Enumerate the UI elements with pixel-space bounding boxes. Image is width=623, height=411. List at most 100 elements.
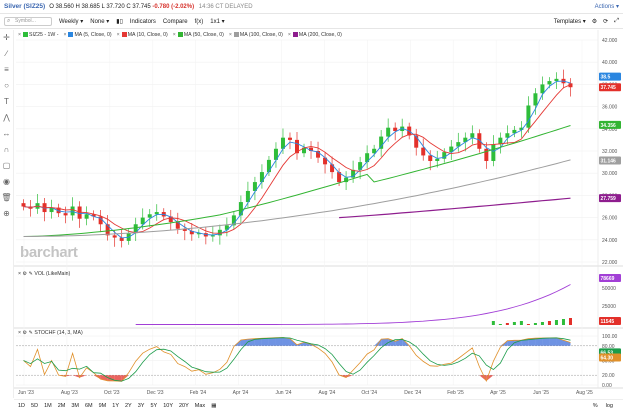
candle-body (491, 144, 496, 161)
calendar-icon[interactable]: ▦ (211, 402, 217, 409)
stoch-overbought-fill (507, 340, 515, 346)
stoch-overbought-fill (549, 337, 557, 346)
barchart-watermark: barchart (20, 244, 78, 261)
shapes-icon[interactable]: ○ (4, 81, 9, 90)
refresh-icon[interactable]: ⟳ (603, 19, 609, 25)
trendline-icon[interactable]: ∕ (5, 49, 8, 58)
crosshair-icon[interactable]: ✛ (3, 33, 10, 42)
candle-body (435, 158, 440, 161)
legend-ma5[interactable]: × MA (5, Close, 0) (63, 32, 112, 38)
last-price-tag: 37.745 (601, 85, 617, 91)
legend-ma50[interactable]: × MA (50, Close, 0) (172, 32, 224, 38)
range-1m[interactable]: 1M (44, 402, 52, 409)
chart-toolbar: ⌕ Symbol... Weekly ▾ None ▾ ▮▯ Indicator… (0, 15, 623, 29)
ohlc-values: O 38.560 H 38.685 L 37.720 C 37.745 (49, 3, 151, 10)
volume-top-tag: 78669 (601, 276, 615, 282)
range-5d[interactable]: 5D (31, 402, 39, 409)
lock-icon[interactable]: ▢ (2, 161, 11, 170)
range-10y[interactable]: 10Y (163, 402, 173, 409)
indicators-button[interactable]: Indicators (129, 18, 156, 25)
candle-body (259, 172, 264, 183)
legend-ma100[interactable]: × MA (100, Close, 0) (228, 32, 283, 38)
measure-icon[interactable]: ↔ (2, 129, 11, 138)
range-20y[interactable]: 20Y (179, 402, 189, 409)
stoch-overbought-fill (261, 337, 269, 346)
x-axis-label: Oct '23 (104, 390, 120, 396)
candle-body (372, 148, 377, 154)
zoom-icon[interactable]: ⊕ (3, 209, 10, 218)
symbol-search-input[interactable]: ⌕ Symbol... (4, 17, 52, 26)
stoch-overbought-fill (247, 338, 255, 346)
range-9m[interactable]: 9M (98, 402, 107, 409)
type-dropdown[interactable]: None ▾ (90, 19, 110, 25)
fibonacci-icon[interactable]: ≡ (4, 65, 9, 74)
fx-button[interactable]: f(x) (194, 18, 204, 25)
log-toggle[interactable]: log (605, 402, 613, 409)
stoch-overbought-fill (514, 340, 522, 346)
symbol-title[interactable]: Silver (SIZ25) (4, 3, 46, 10)
range-3y[interactable]: 3Y (137, 402, 145, 409)
candle-body (196, 233, 201, 235)
legend-ma200[interactable]: × MA (200, Close, 0) (287, 32, 342, 38)
volume-bar (540, 322, 544, 325)
volume-bar (512, 322, 516, 325)
trash-icon[interactable]: 🗑 (1, 193, 12, 202)
volume-bottom-tag-bg (599, 317, 621, 325)
candle-body (421, 147, 426, 156)
interval-dropdown[interactable]: Weekly ▾ (59, 19, 84, 25)
candle-body (105, 224, 110, 236)
range-3m[interactable]: 3M (71, 402, 79, 409)
pattern-icon[interactable]: ⋀ (3, 113, 10, 122)
stoch-oversold-fill (114, 375, 122, 382)
legend-ma200-label: MA (200, Close, 0) (298, 32, 342, 38)
legend-symbol[interactable]: × SIZ25 - 1W - (18, 32, 59, 38)
range-1y[interactable]: 1Y (112, 402, 119, 409)
candle-body (287, 137, 292, 140)
stoch-d-line (23, 337, 571, 382)
x-axis-label: Jun '25 (533, 390, 549, 396)
candle-body (428, 155, 433, 161)
range-5y[interactable]: 5Y (150, 402, 158, 409)
templates-dropdown[interactable]: Templates ▾ (553, 19, 586, 25)
x-axis-label: Apr '24 (233, 390, 249, 396)
ma5-price-tag: 38.5 (601, 75, 611, 81)
candle-body (21, 203, 26, 207)
templates-label: Templates (553, 19, 582, 25)
text-tool-icon[interactable]: T (4, 97, 9, 106)
volume-bar (491, 321, 495, 325)
candle-body (540, 84, 545, 94)
candle-body (414, 135, 419, 148)
range-1d[interactable]: 1D (18, 402, 26, 409)
stoch-axis-label: 20.00 (602, 373, 615, 379)
stoch-legend: × ⚙ ✎ STOCHF (14, 3, MA) (18, 330, 83, 336)
percent-toggle[interactable]: % (592, 402, 598, 409)
actions-menu[interactable]: Actions ▾ (594, 4, 619, 10)
volume-axis-label: 50000 (602, 286, 616, 292)
candle-body (505, 133, 510, 138)
x-axis-label: Oct '24 (361, 390, 377, 396)
magnet-icon[interactable]: ∩ (3, 145, 10, 154)
legend-ma10[interactable]: × MA (10, Close, 0) (116, 32, 168, 38)
candle-body (302, 147, 307, 154)
range-2y[interactable]: 2Y (125, 402, 132, 409)
range-max[interactable]: Max (194, 402, 206, 409)
stoch-axis-label: 80.00 (602, 344, 615, 350)
x-axis-label: Apr '25 (490, 390, 506, 396)
price-axis-label: 34.000 (602, 127, 618, 133)
layout-dropdown[interactable]: 1x1 ▾ (210, 19, 225, 25)
fullscreen-icon[interactable]: ⤢ (614, 18, 619, 24)
candle-type-icon[interactable]: ▮▯ (116, 19, 123, 25)
ma50-price-tag-bg (599, 120, 621, 129)
visibility-icon[interactable]: ◉ (3, 177, 10, 186)
x-axis-label: Jun '24 (276, 390, 292, 396)
stoch-close-icon[interactable]: × (18, 330, 22, 336)
volume-close-icon[interactable]: × (18, 271, 22, 277)
stoch-tag-a: 64.30 (601, 356, 614, 362)
range-2m[interactable]: 2M (57, 402, 66, 409)
volume-bar (519, 321, 523, 325)
compare-button[interactable]: Compare (162, 18, 188, 25)
stoch-k-line (23, 337, 571, 383)
settings-gear-icon[interactable]: ⚙ (591, 19, 598, 25)
range-6m[interactable]: 6M (84, 402, 93, 409)
